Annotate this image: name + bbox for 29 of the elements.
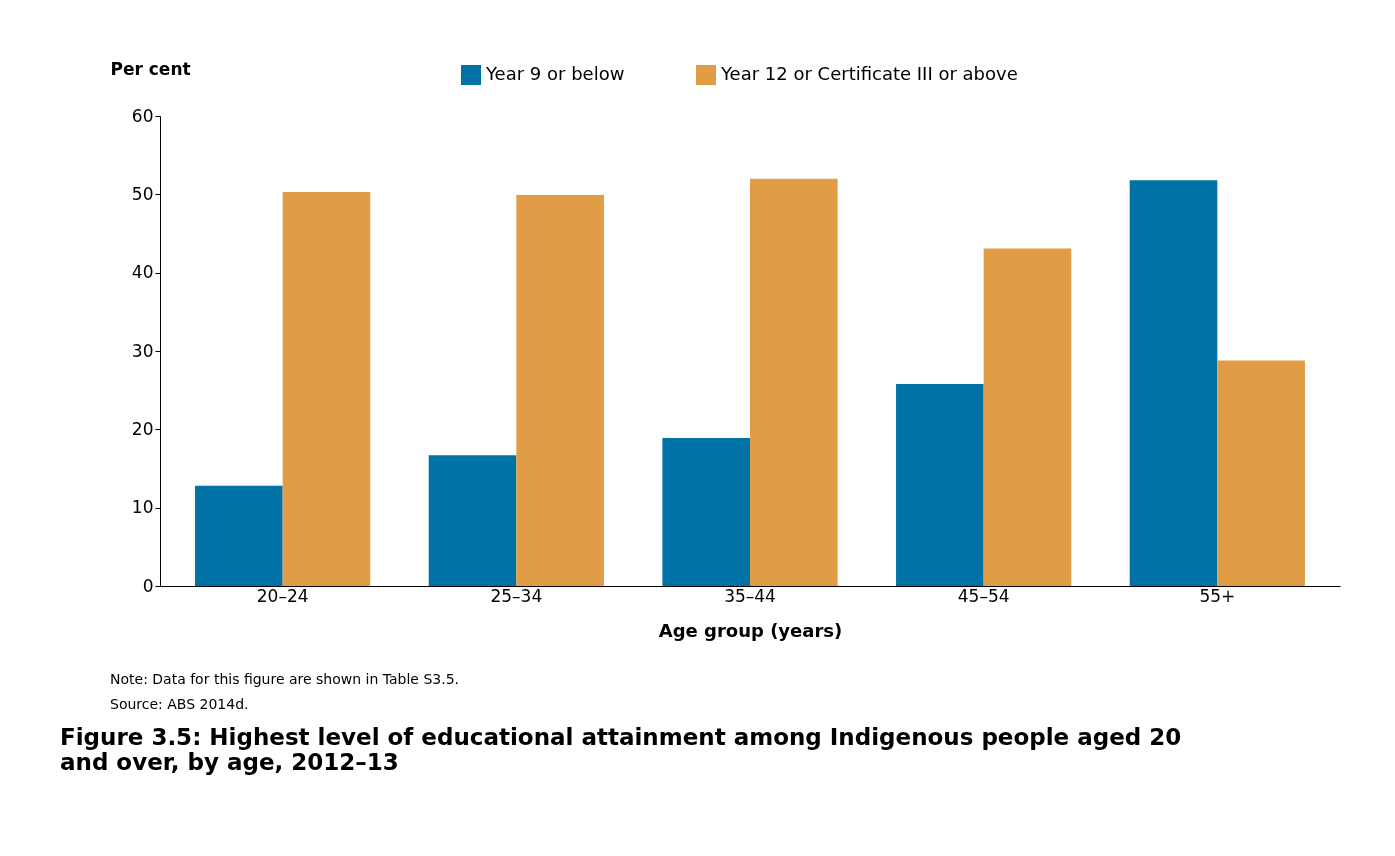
bar (428, 455, 517, 586)
y-axis-title: Per cent (110, 58, 191, 79)
bar (1217, 360, 1305, 586)
x-tick-label: 20–24 (256, 585, 309, 606)
x-tick-label: 35–44 (724, 585, 776, 606)
y-tick-label: 20 (131, 418, 154, 439)
bar (662, 437, 750, 586)
source-note: Source: ABS 2014d. (110, 695, 249, 712)
text: Figure 3.5: Highest level of educational attainment among Indigenous people aged 20 and over, by age, 2012–13 (60, 723, 1182, 775)
bar (516, 195, 604, 586)
x-axis-title: Age group (years) (658, 619, 843, 641)
bar (983, 248, 1072, 586)
legend-label: Year 9 or below (485, 63, 625, 84)
text: Note: Data for this figure are shown in Table S3.5. (110, 670, 460, 687)
y-tick-label: 0 (142, 575, 154, 596)
y-tick-label: 60 (131, 105, 154, 126)
y-tick-label: 40 (131, 262, 154, 283)
bar (750, 178, 838, 586)
x-tick-label: 45–54 (957, 585, 1010, 606)
bar (195, 485, 283, 586)
x-tick-label: 25–34 (490, 585, 543, 606)
bar (282, 191, 371, 586)
bar (1129, 180, 1218, 586)
x-tick-label: 55+ (1199, 585, 1236, 606)
y-tick-label: 50 (131, 183, 154, 204)
y-tick-label: 10 (131, 497, 154, 518)
bar (896, 383, 984, 586)
legend-label: Year 12 or Certificate III or above (720, 63, 1018, 84)
y-tick-label: 30 (131, 340, 154, 361)
